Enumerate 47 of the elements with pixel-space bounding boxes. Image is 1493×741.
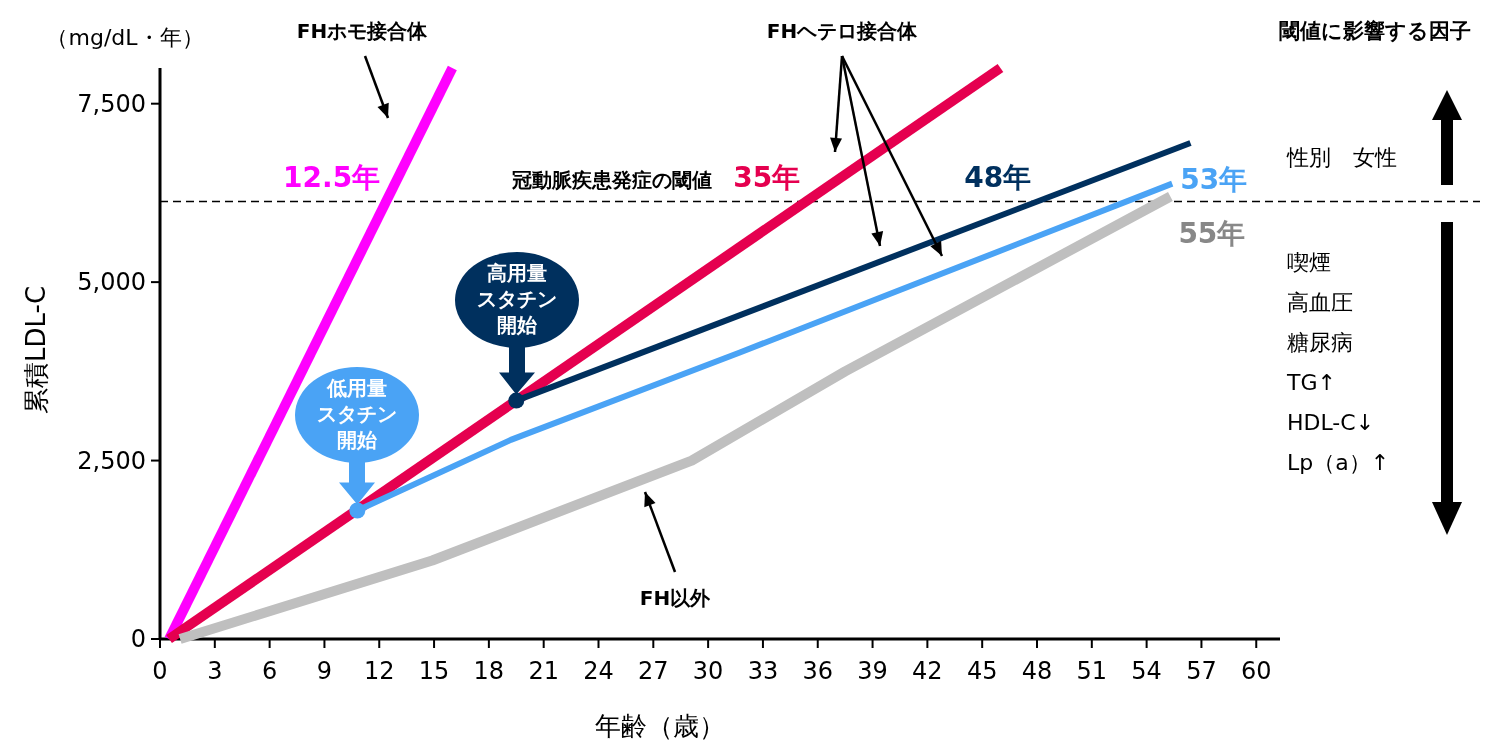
x-tick-label: 24 bbox=[583, 657, 614, 685]
x-tick-label: 48 bbox=[1021, 657, 1053, 685]
annotation: 低用量スタチン開始 bbox=[317, 376, 397, 452]
x-tick-label: 9 bbox=[316, 657, 333, 685]
annotation: FH以外 bbox=[639, 586, 712, 610]
x-tick-label: 27 bbox=[638, 657, 669, 685]
series-label: 53年 bbox=[1180, 163, 1248, 197]
series-label: 35年 bbox=[733, 161, 801, 195]
x-tick-label: 42 bbox=[912, 657, 943, 685]
x-tick-label: 30 bbox=[692, 657, 724, 685]
x-tick-label: 12 bbox=[363, 657, 395, 685]
series-label: 12.5年 bbox=[283, 161, 381, 195]
text: TG↑ bbox=[1286, 370, 1336, 395]
x-tick-label: 6 bbox=[261, 657, 278, 685]
text: FHホモ接合体 bbox=[296, 19, 429, 43]
y-tick-label: 2,500 bbox=[77, 446, 146, 475]
y-tick-label: 7,500 bbox=[77, 89, 146, 118]
text: 閾値に影響する因子 bbox=[1279, 19, 1471, 43]
x-axis-title: 年齢（歳） bbox=[595, 711, 725, 741]
x-tick-label: 15 bbox=[418, 657, 450, 685]
text: Lp（a）↑ bbox=[1287, 450, 1390, 475]
text: 糖尿病 bbox=[1287, 330, 1353, 355]
series-label: 48年 bbox=[964, 161, 1032, 195]
y-axis-title: 累積LDL-C bbox=[21, 285, 51, 415]
x-tick-label: 57 bbox=[1186, 657, 1217, 685]
y-tick-label: 0 bbox=[130, 625, 146, 653]
ref-line-label: 冠動脈疾患発症の閾値 bbox=[511, 168, 712, 193]
text: FHヘテロ接合体 bbox=[766, 19, 919, 43]
x-tick-label: 3 bbox=[207, 657, 223, 685]
text: HDL-C↓ bbox=[1287, 410, 1375, 435]
x-tick-label: 33 bbox=[747, 657, 779, 685]
text: 喫煙 bbox=[1287, 250, 1331, 275]
x-tick-label: 21 bbox=[528, 657, 559, 685]
x-tick-label: 54 bbox=[1131, 657, 1162, 685]
text: 高血圧 bbox=[1287, 290, 1353, 315]
x-tick-label: 60 bbox=[1240, 657, 1272, 685]
annotation: 高用量スタチン開始 bbox=[477, 261, 557, 337]
text: 性別 女性 bbox=[1286, 145, 1397, 170]
x-tick-label: 51 bbox=[1076, 657, 1108, 685]
text: （mg/dL・年） bbox=[46, 25, 204, 50]
x-tick-label: 45 bbox=[966, 657, 998, 685]
x-tick-label: 0 bbox=[152, 657, 168, 685]
x-tick-label: 18 bbox=[473, 657, 505, 685]
y-tick-label: 5,000 bbox=[77, 268, 146, 297]
x-tick-label: 39 bbox=[857, 657, 888, 685]
x-tick-label: 36 bbox=[802, 657, 834, 685]
series-label: 55年 bbox=[1178, 217, 1246, 251]
